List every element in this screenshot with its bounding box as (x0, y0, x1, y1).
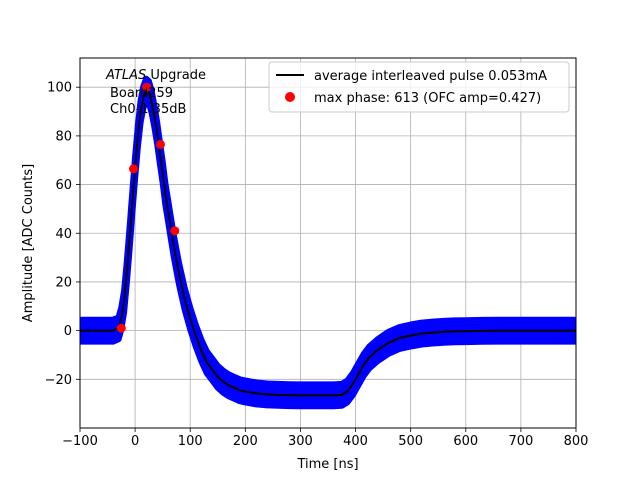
y-tick-label: 0 (64, 324, 72, 339)
max-phase-point (155, 139, 165, 149)
x-tick-label: 600 (453, 434, 478, 449)
annotation-atlas: ATLAS (105, 68, 146, 83)
legend: average interleaved pulse 0.053mA max ph… (268, 61, 570, 113)
x-tick-label: 500 (398, 434, 423, 449)
plot-area (80, 75, 576, 410)
x-tick-label: 100 (178, 434, 203, 449)
x-tick-label: 400 (343, 434, 368, 449)
x-tick-label: 800 (564, 434, 589, 449)
x-axis-label: Time [ns] (296, 457, 358, 472)
max-phase-point (116, 323, 126, 333)
y-tick-label: −20 (45, 373, 72, 388)
legend-red-marker (285, 92, 295, 102)
y-tick-label: 80 (55, 129, 72, 144)
x-tick-label: 700 (508, 434, 533, 449)
y-tick-label: 100 (47, 81, 72, 96)
legend-label-maxphase: max phase: 613 (OFC amp=0.427) (314, 91, 541, 106)
y-tick-label: 40 (55, 227, 72, 242)
max-phase-point (142, 82, 152, 92)
x-tick-label: 300 (288, 434, 313, 449)
average-pulse-line (80, 88, 576, 397)
annotation-line1: ATLAS Upgrade (105, 68, 206, 83)
annotation-line3: Ch0-1.35dB (110, 102, 186, 117)
x-tick-label: 0 (131, 434, 139, 449)
max-phase-point (170, 226, 180, 236)
atlas-annotation: ATLAS Upgrade Board259 Ch0-1.35dB (105, 68, 206, 117)
x-tick-label: −100 (62, 434, 98, 449)
y-axis-label: Amplitude [ADC Counts] (21, 164, 36, 322)
axis-ticks: −100 0 100 200 300 400 500 600 700 800 −20 0 20 40 60 8… (45, 81, 589, 449)
plot-frame (79, 57, 577, 429)
x-tick-label: 200 (233, 434, 258, 449)
y-tick-label: 60 (55, 178, 72, 193)
legend-label-average: average interleaved pulse 0.053mA (314, 69, 547, 84)
max-phase-point (128, 164, 138, 174)
annotation-line2: Board259 (110, 86, 173, 101)
legend-box (268, 61, 570, 113)
y-tick-label: 20 (55, 275, 72, 290)
annotation-upgrade: Upgrade (146, 68, 206, 83)
